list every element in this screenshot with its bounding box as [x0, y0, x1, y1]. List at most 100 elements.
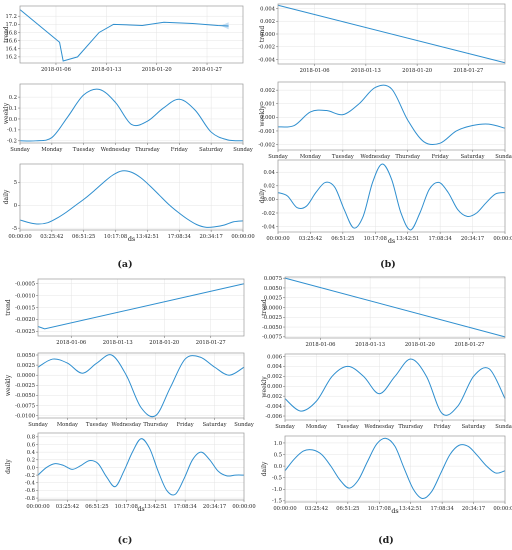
x-tick-label: 2018-01-27: [192, 67, 222, 73]
x-tick-label: 20:34:17: [199, 234, 222, 240]
weekly-axis-label: weekly: [5, 374, 12, 396]
x-tick-label: 06:51:25: [336, 506, 359, 512]
x-tick-label: 03:25:42: [299, 236, 322, 242]
y-tick-label: -0.0005: [15, 282, 35, 288]
x-tick-label: 17:08:34: [168, 234, 192, 240]
panel-a: 16.2 16.4 16.6 16.8 17.0 17.2 2018-01-06 2018-0…: [3, 5, 255, 270]
y-tick-label: 0.0050: [17, 353, 35, 359]
y-tick-label: -0.0025: [15, 329, 35, 335]
y-tick-label: 0.002: [260, 88, 275, 94]
daily-axis-label: daily: [3, 189, 10, 204]
weekly-subplot: -0.0100 -0.0075 -0.0050 -0.0025 0.0000 0.0025…: [5, 352, 254, 428]
y-tick-label: 0.006: [267, 354, 282, 360]
x-tick-label: Thursday: [395, 154, 420, 160]
x-tick-label: 17:08:34: [173, 504, 197, 510]
x-tick-label: 13:42:51: [399, 506, 422, 512]
y-tick-label: -0.002: [258, 142, 275, 148]
daily-series-line: [19, 170, 244, 228]
x-tick-label: 10:17:08: [364, 236, 387, 242]
x-tick-label: 00:00:00: [231, 234, 254, 240]
x-tick-label: 2018-01-13: [355, 342, 385, 348]
x-tick-label: 00:00:00: [266, 236, 289, 242]
x-tick-label: Sunday: [275, 424, 295, 430]
y-tick-label: -0.2: [25, 473, 35, 479]
weekly-axis-label: weekly: [261, 376, 268, 398]
trend-subplot: 16.2 16.4 16.6 16.8 17.0 17.2 2018-01-06 2018-0…: [3, 5, 244, 73]
y-tick-label: 0.000: [260, 32, 275, 38]
x-tick-label: 20:34:17: [462, 506, 485, 512]
y-tick-label: -0.0075: [15, 403, 35, 409]
x-tick-label: Tuesday: [73, 147, 95, 153]
y-tick-label: -0.001: [258, 129, 275, 135]
x-tick-label: Tuesday: [337, 424, 359, 430]
plot-frame: [284, 435, 506, 503]
y-tick-label: 0.000: [260, 115, 275, 121]
y-tick-label: 0.04: [263, 170, 275, 176]
y-tick-label: -0.004: [258, 57, 275, 63]
plot-frame: [19, 83, 244, 144]
y-tick-label: 1.0: [274, 441, 282, 447]
y-tick-label: 0.8: [27, 435, 35, 441]
y-tick-label: -0.0100: [15, 413, 35, 419]
y-tick-label: -0.02: [262, 211, 275, 217]
panel-b: -0.004 -0.002 0.000 0.002 0.004 2018-01-06 201…: [258, 3, 512, 270]
x-axis-label: ds: [388, 237, 395, 245]
plot-frame: [277, 81, 506, 151]
trend-axis-label: trend: [5, 299, 12, 316]
x-tick-label: Wednesday: [364, 424, 394, 430]
y-tick-label: 0.2: [27, 458, 35, 464]
y-tick-label: 0.0050: [264, 286, 282, 292]
x-tick-label: Saturday: [462, 424, 486, 430]
x-tick-label: Sunday: [28, 422, 48, 428]
x-tick-label: 00:00:00: [493, 506, 512, 512]
trend-axis-label: trend: [3, 26, 10, 43]
x-tick-label: 03:25:42: [56, 504, 79, 510]
x-tick-label: 2018-01-20: [149, 340, 179, 346]
weekly-subplot: -0.2 -0.1 0.0 0.1 0.2 Sunday Monday Tuesday Wedn…: [3, 83, 253, 153]
x-tick-label: Thursday: [398, 424, 423, 430]
trend-series-line: [37, 283, 245, 330]
x-tick-label: Friday: [177, 422, 194, 428]
y-tick-label: 16.6: [5, 38, 17, 44]
x-tick-label: 17:08:34: [428, 236, 452, 242]
x-tick-label: 2018-01-06: [300, 68, 330, 74]
x-tick-label: 2018-01-20: [405, 342, 435, 348]
x-tick-label: 2018-01-06: [306, 342, 336, 348]
x-tick-label: Sunday: [268, 154, 288, 160]
x-tick-label: 00:00:00: [26, 504, 49, 510]
y-tick-label: -0.2: [7, 139, 17, 145]
x-tick-label: Saturday: [203, 422, 227, 428]
panel-c: -0.0025 -0.0020 -0.0015 -0.0010 -0.0005 2018-…: [5, 278, 256, 546]
y-tick-label: 16.4: [5, 47, 17, 53]
trend-series-line: [277, 4, 506, 64]
x-tick-label: 2018-01-06: [41, 67, 71, 73]
trend-subplot: -0.004 -0.002 0.000 0.002 0.004 2018-01-06 201…: [258, 3, 506, 74]
trend-series-line: [19, 9, 229, 62]
x-tick-label: 2018-01-06: [56, 340, 86, 346]
y-tick-label: 17.2: [5, 14, 17, 20]
y-tick-label: 0.0025: [17, 363, 35, 369]
y-tick-label: 0.000: [267, 384, 282, 390]
daily-subplot: -0.8 -0.6-0.4 -0.2 0.00.2 0.4 0.60.8 00:00:00 0…: [5, 432, 256, 510]
x-tick-label: 2018-01-13: [103, 340, 133, 346]
x-tick-label: Monday: [41, 147, 62, 153]
trend-series-line: [284, 277, 506, 338]
y-tick-label: 0.001: [260, 102, 275, 108]
x-tick-label: 10:17:08: [115, 504, 138, 510]
x-tick-label: 2018-01-27: [453, 68, 483, 74]
y-tick-label: 0.004: [260, 6, 276, 12]
x-tick-label: Saturday: [199, 147, 223, 153]
weekly-axis-label: weekly: [3, 102, 10, 124]
x-tick-label: 2018-01-13: [91, 67, 121, 73]
y-tick-label: -0.8: [25, 496, 35, 502]
y-tick-label: -0.006: [265, 414, 282, 420]
plot-frame: [19, 5, 244, 64]
x-tick-label: Tuesday: [86, 422, 108, 428]
y-tick-label: 0.5: [274, 452, 282, 458]
weekly-subplot: -0.006 -0.004 -0.002 0.000 0.002 0.004 0.006 Su…: [261, 353, 512, 430]
weekly-series-line: [277, 84, 506, 146]
x-tick-label: 2018-01-27: [455, 342, 485, 348]
y-tick-label: 5: [14, 180, 17, 186]
x-tick-label: 13:42:51: [396, 236, 419, 242]
y-tick-label: 17.0: [5, 22, 17, 28]
